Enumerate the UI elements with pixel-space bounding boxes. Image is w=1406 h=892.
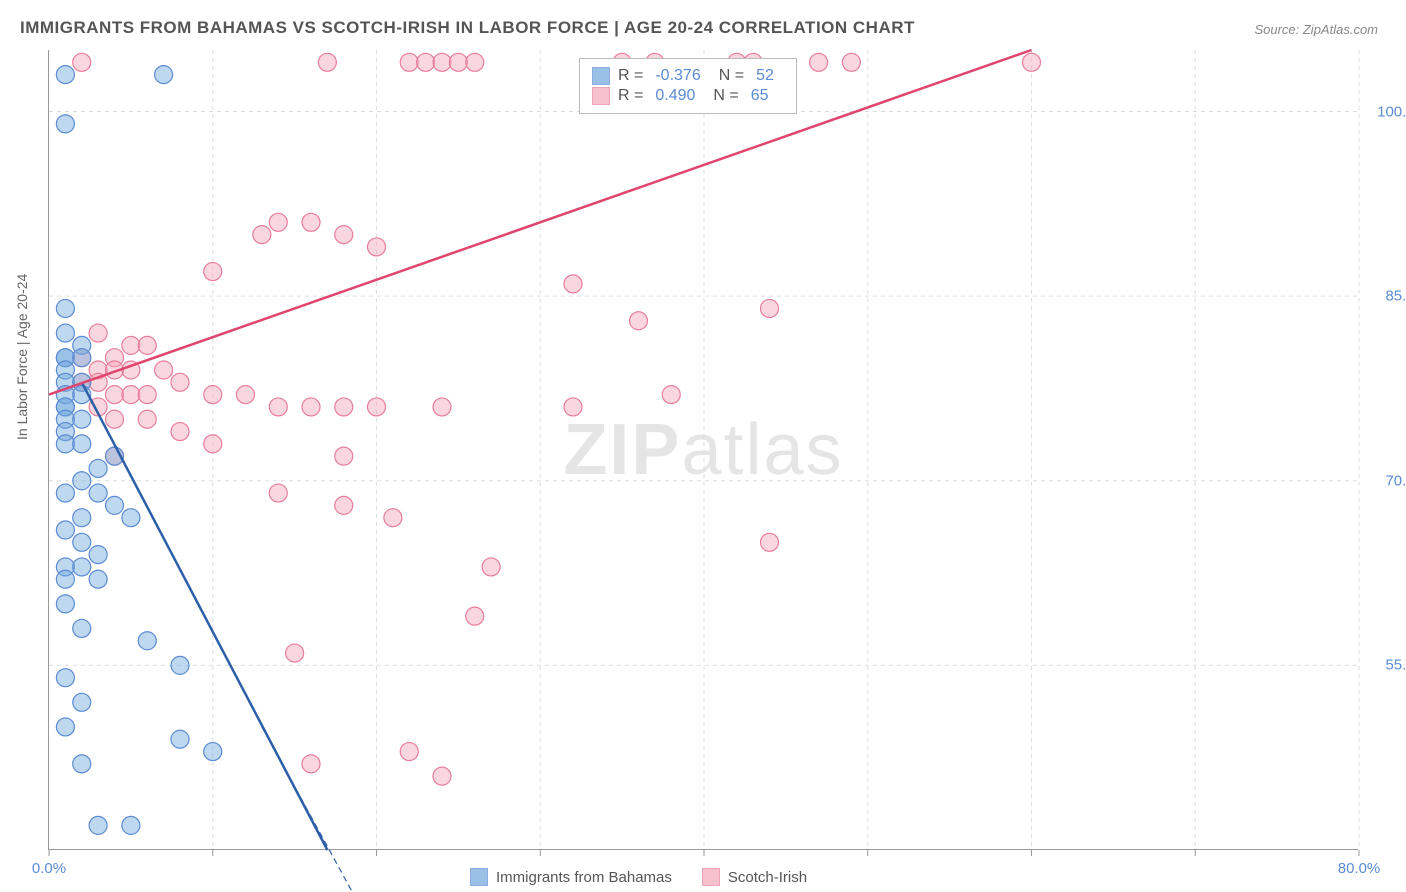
source-attribution: Source: ZipAtlas.com <box>1254 22 1378 37</box>
legend-item-bahamas: Immigrants from Bahamas <box>470 868 672 886</box>
x-tick-label: 0.0% <box>32 860 66 877</box>
stats-row-scotchirish: R = 0.490 N = 65 <box>592 87 784 105</box>
x-tick-label: 80.0% <box>1338 860 1381 877</box>
swatch-bahamas <box>470 868 488 886</box>
chart-title: IMMIGRANTS FROM BAHAMAS VS SCOTCH-IRISH … <box>20 18 915 38</box>
swatch-bahamas <box>592 67 610 85</box>
y-axis-label: In Labor Force | Age 20-24 <box>14 274 30 440</box>
legend-item-scotchirish: Scotch-Irish <box>702 868 807 886</box>
y-tick-label: 100.0% <box>1368 103 1406 120</box>
legend: Immigrants from Bahamas Scotch-Irish <box>470 868 807 886</box>
swatch-scotchirish <box>592 87 610 105</box>
y-tick-label: 70.0% <box>1368 472 1406 489</box>
stats-row-bahamas: R = -0.376 N = 52 <box>592 67 784 85</box>
y-tick-label: 85.0% <box>1368 288 1406 305</box>
chart-svg <box>49 50 1358 849</box>
plot-area: ZIPatlas R = -0.376 N = 52 R = 0.490 N =… <box>48 50 1358 850</box>
y-tick-label: 55.0% <box>1368 657 1406 674</box>
stats-box: R = -0.376 N = 52 R = 0.490 N = 65 <box>579 58 797 114</box>
swatch-scotchirish <box>702 868 720 886</box>
